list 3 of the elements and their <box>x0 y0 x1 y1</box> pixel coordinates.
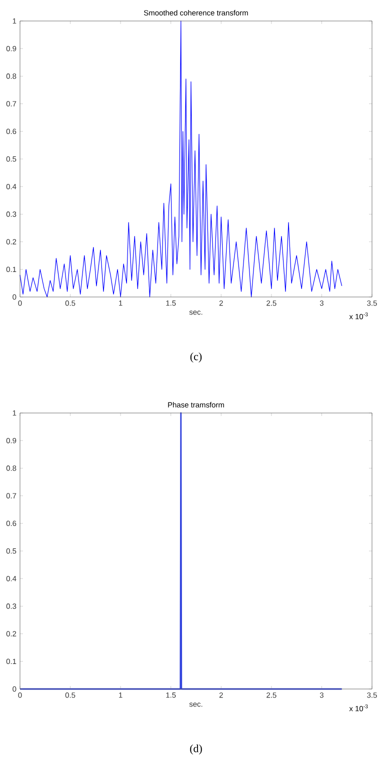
text: (d) <box>190 744 202 754</box>
line-series <box>20 20 342 298</box>
text: (c) <box>190 352 202 362</box>
